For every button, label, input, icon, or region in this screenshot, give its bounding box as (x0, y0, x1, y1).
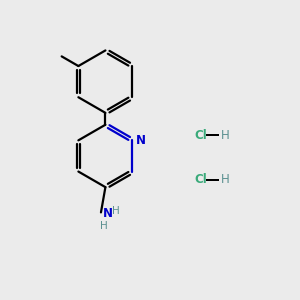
Text: N: N (103, 206, 113, 220)
Text: H: H (221, 129, 230, 142)
Text: Cl: Cl (195, 173, 207, 186)
Text: Cl: Cl (195, 129, 207, 142)
Text: H: H (112, 206, 120, 216)
Text: H: H (100, 221, 108, 231)
Text: N: N (135, 134, 146, 147)
Text: H: H (221, 173, 230, 186)
